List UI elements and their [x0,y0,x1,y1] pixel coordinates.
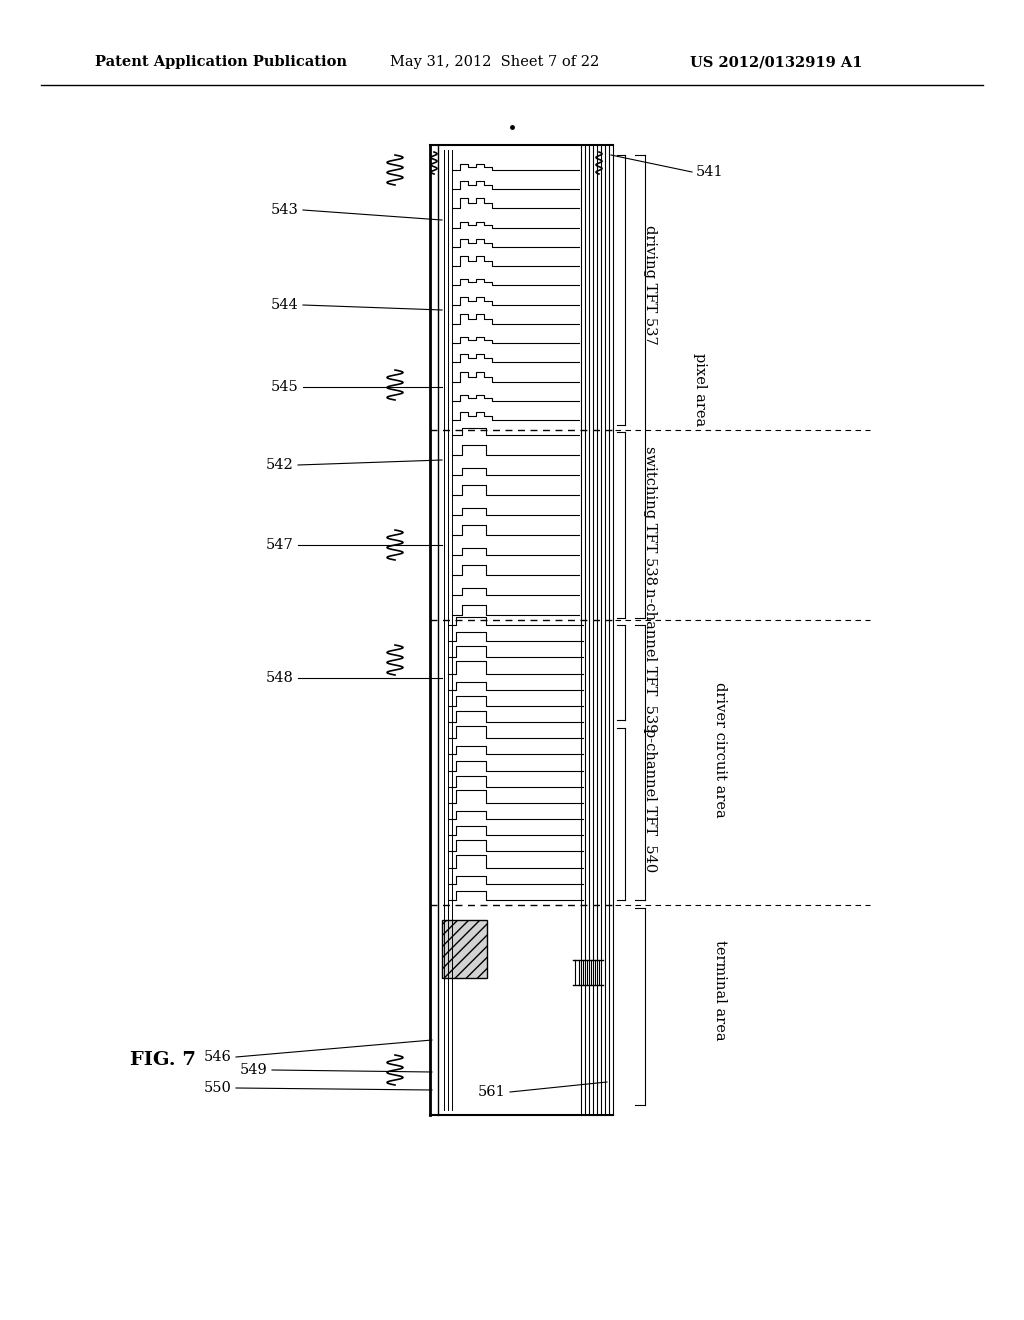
Text: May 31, 2012  Sheet 7 of 22: May 31, 2012 Sheet 7 of 22 [390,55,599,69]
Text: 550: 550 [204,1081,232,1096]
Text: p-channel TFT  540: p-channel TFT 540 [643,727,657,873]
Text: driving TFT 537: driving TFT 537 [643,226,657,345]
Text: pixel area: pixel area [693,354,707,426]
Bar [442,920,487,978]
Text: 543: 543 [271,203,299,216]
Text: 548: 548 [266,671,294,685]
Text: US 2012/0132919 A1: US 2012/0132919 A1 [690,55,862,69]
Text: 549: 549 [240,1063,268,1077]
Text: Patent Application Publication: Patent Application Publication [95,55,347,69]
Text: 544: 544 [271,298,299,312]
Text: 547: 547 [266,539,294,552]
Text: n-channel TFT  539: n-channel TFT 539 [643,587,657,733]
Text: 561: 561 [478,1085,506,1100]
Text: 546: 546 [204,1049,232,1064]
Text: FIG. 7: FIG. 7 [130,1051,196,1069]
Text: terminal area: terminal area [713,940,727,1040]
Text: 541: 541 [696,165,724,180]
Text: switching TFT 538: switching TFT 538 [643,446,657,585]
Text: driver circuit area: driver circuit area [713,682,727,818]
Text: 545: 545 [271,380,299,393]
Text: 542: 542 [266,458,294,473]
